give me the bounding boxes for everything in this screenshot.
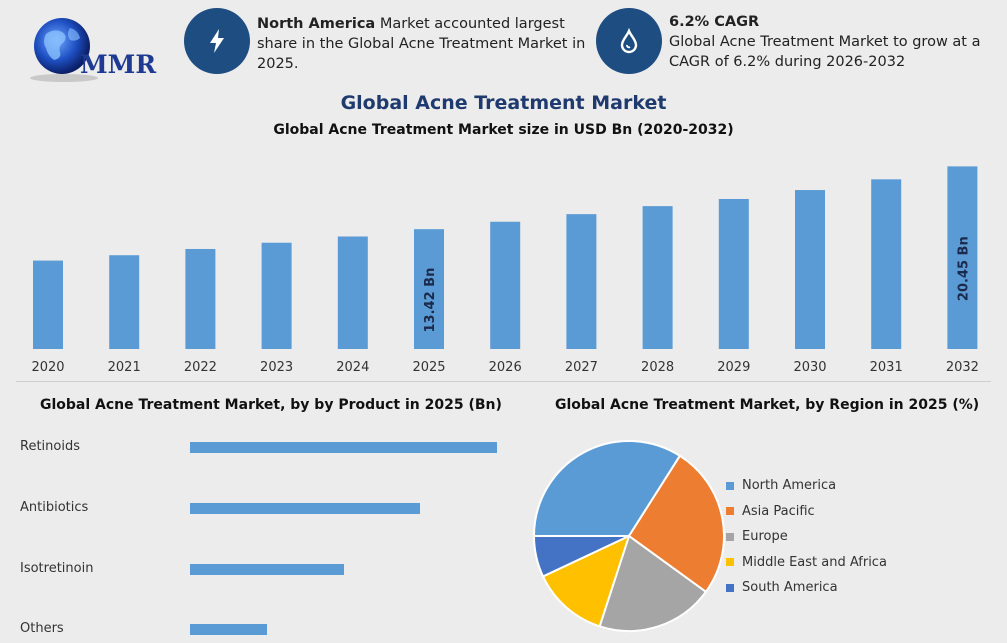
highlight-text: Global Acne Treatment Market to grow at … [669, 34, 981, 70]
legend-swatch [726, 532, 734, 541]
legend-label: North America [742, 478, 837, 494]
x-tick-label: 2021 [108, 360, 141, 375]
legend-item: Asia Pacific [726, 499, 926, 525]
legend-label: Europe [742, 529, 788, 545]
x-tick-label: 2032 [946, 360, 979, 375]
pie-slice [532, 535, 630, 578]
highlight-cagr: 6.2% CAGR Global Acne Treatment Market t… [669, 12, 989, 72]
product-bar [190, 442, 498, 453]
highlight-north-america: North America Market accounted largest s… [257, 14, 587, 74]
section-divider [16, 381, 991, 382]
bar-2030 [795, 190, 825, 349]
bar-2024 [337, 236, 368, 349]
legend-item: Middle East and Africa [726, 550, 926, 576]
brand-logo [18, 14, 158, 84]
legend-item: Europe [726, 524, 926, 550]
legend-item: North America [726, 473, 926, 499]
product-bar-chart: Retinoids Antibiotics Isotretinoin Others [0, 420, 520, 643]
pie-slice [598, 534, 708, 632]
region-legend: North America Asia Pacific Europe Middle Ea… [726, 473, 926, 601]
product-label: Antibiotics [20, 500, 89, 515]
legend-label: South America [742, 580, 838, 596]
product-label: Others [20, 621, 64, 636]
bar-2026 [490, 221, 521, 349]
bar-2031 [871, 179, 902, 349]
bar-2027 [566, 214, 597, 349]
product-label: Isotretinoin [20, 561, 94, 576]
x-tick-label: 2029 [717, 360, 750, 375]
brand-logo-text: MMR [80, 50, 157, 79]
bar-2025 [414, 229, 444, 349]
highlight-text: Market accounted largest share in the Gl… [257, 16, 586, 72]
legend-swatch [726, 583, 734, 592]
product-chart-title: Global Acne Treatment Market, by by Prod… [40, 397, 502, 413]
data-label: 13.42 Bn [423, 268, 438, 333]
x-tick-label: 2028 [641, 360, 674, 375]
x-tick-label: 2025 [412, 360, 445, 375]
bar-2020 [33, 260, 63, 349]
x-tick-label: 2031 [870, 360, 903, 375]
lightning-icon [184, 8, 250, 74]
page-title: Global Acne Treatment Market [340, 92, 667, 114]
bar-2021 [109, 255, 140, 349]
region-chart-title: Global Acne Treatment Market, by Region … [555, 397, 980, 413]
droplet-icon [596, 8, 662, 74]
bar-2029 [718, 198, 749, 349]
legend-swatch [726, 507, 734, 516]
legend-swatch [726, 481, 734, 490]
highlight-bold: North America [257, 16, 376, 32]
x-tick-label: 2022 [184, 360, 217, 375]
bar-2023 [261, 242, 292, 349]
legend-label: Middle East and Africa [742, 554, 887, 570]
product-label: Retinoids [20, 439, 80, 454]
x-tick-label: 2024 [336, 360, 369, 375]
region-pie-chart [532, 440, 725, 632]
legend-item: South America [726, 575, 926, 601]
highlight-bold: 6.2% CAGR [669, 14, 760, 30]
x-tick-label: 2020 [31, 360, 64, 375]
bar-2022 [185, 248, 216, 349]
bar-2032 [947, 166, 978, 349]
globe-icon [30, 18, 98, 82]
legend-swatch [726, 558, 734, 567]
product-bar [190, 564, 344, 575]
bar-2028 [642, 206, 673, 349]
chart-subtitle: Global Acne Treatment Market size in USD… [273, 122, 734, 138]
pie-slice [541, 534, 631, 628]
market-size-bar-chart: 2020 2021 2022 2023 2024 2025 13.42 Bn 2026 2027… [31, 166, 979, 375]
pie-slice [627, 454, 725, 594]
x-tick-label: 2026 [489, 360, 522, 375]
legend-label: Asia Pacific [742, 503, 815, 519]
x-tick-label: 2027 [565, 360, 598, 375]
x-tick-label: 2030 [793, 360, 826, 375]
product-bar [190, 624, 267, 635]
product-bar [190, 503, 421, 514]
x-tick-label: 2023 [260, 360, 293, 375]
data-label: 20.45 Bn [956, 236, 971, 301]
